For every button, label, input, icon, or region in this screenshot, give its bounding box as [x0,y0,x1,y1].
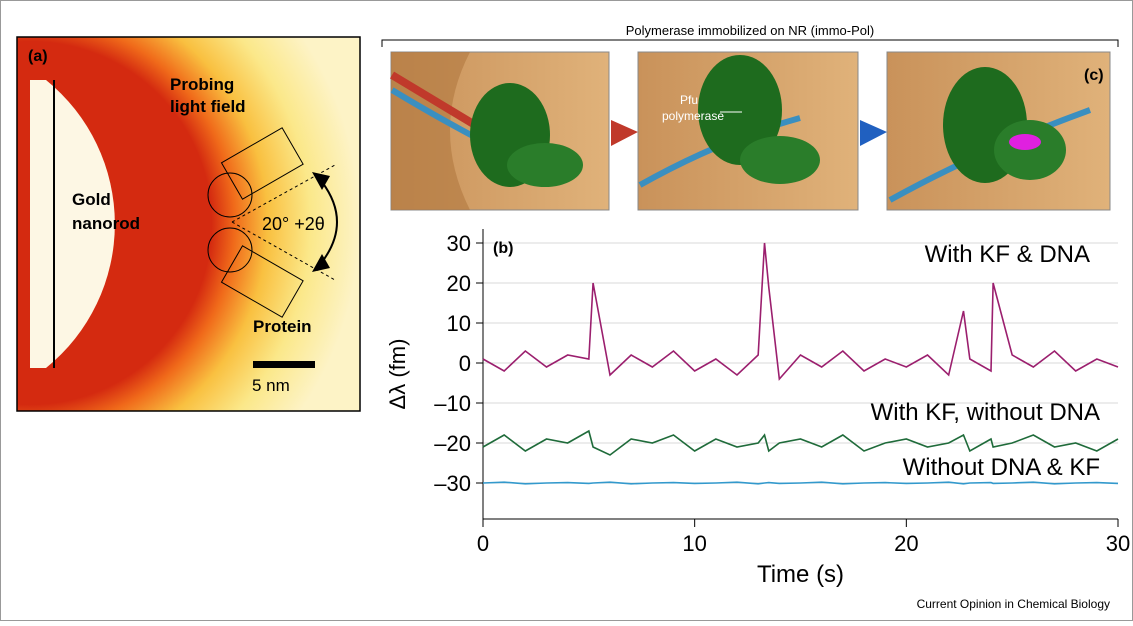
image-3 [886,51,1111,211]
y-tick-label: –30 [434,471,471,496]
x-tick-label: 20 [894,531,918,556]
x-tick-label: 30 [1106,531,1130,556]
angle-label: 20° +2θ [262,214,325,234]
protein-box [220,245,304,318]
enzyme [507,143,583,187]
rod-label: nanorod [72,214,140,233]
field-label: Probing [170,75,234,94]
scale-label: 5 nm [252,376,290,395]
y-tick-label: 30 [447,231,471,256]
series-line [482,481,1119,485]
nucleotide [1009,134,1041,150]
scale-bar [253,361,315,368]
rod-label: Gold [72,190,111,209]
y-axis-label: Δλ (fm) [385,339,410,410]
panel-a: (a) Probing light field Gold nanorod 20°… [16,36,361,412]
y-tick-label: 0 [459,351,471,376]
series-label: With KF, without DNA [871,399,1100,426]
enzyme-label: polymerase [662,109,724,123]
rod-surface [391,52,470,210]
arrowhead [312,172,330,190]
enzyme-label: Pfu [680,93,698,107]
protein-circle [207,227,253,273]
bracket-label: Polymerase immobilized on NR (immo-Pol) [626,23,875,38]
x-tick-label: 10 [682,531,706,556]
protein-circle [207,172,253,218]
protein-box [220,127,304,200]
arrowhead [312,254,330,272]
series-label: With KF & DNA [925,241,1090,268]
panel-label: (b) [493,240,513,257]
series-line [482,429,1119,456]
gold-nanorod [30,80,115,368]
panel-label: (c) [1084,67,1104,84]
bracket [381,39,1119,47]
y-tick-label: 20 [447,271,471,296]
enzyme [994,120,1066,180]
x-tick-label: 0 [477,531,489,556]
y-tick-label: –10 [434,391,471,416]
series-label: Without DNA & KF [903,454,1100,481]
panel-c: Polymerase immobilized on NR (immo-Pol) … [381,23,1119,211]
x-axis-label: Time (s) [757,561,844,588]
y-tick-label: 10 [447,311,471,336]
enzyme [740,136,820,184]
image-1 [389,51,610,211]
step-arrow [860,120,887,146]
protein-label: Protein [253,317,312,336]
angle-arc [321,181,338,263]
panel-b: 30 20 10 0 –10 –20 –30 0 10 20 30 Time (s) Δλ (fm) (b… [385,229,1130,588]
field-label: light field [170,97,246,116]
image-2: Pfu polymerase [637,51,859,211]
enzyme [698,55,782,165]
panel-label: (a) [28,48,48,65]
step-arrow [611,120,638,146]
series-line [482,242,1119,381]
credit: Current Opinion in Chemical Biology [917,597,1110,611]
y-tick-label: –20 [434,431,471,456]
